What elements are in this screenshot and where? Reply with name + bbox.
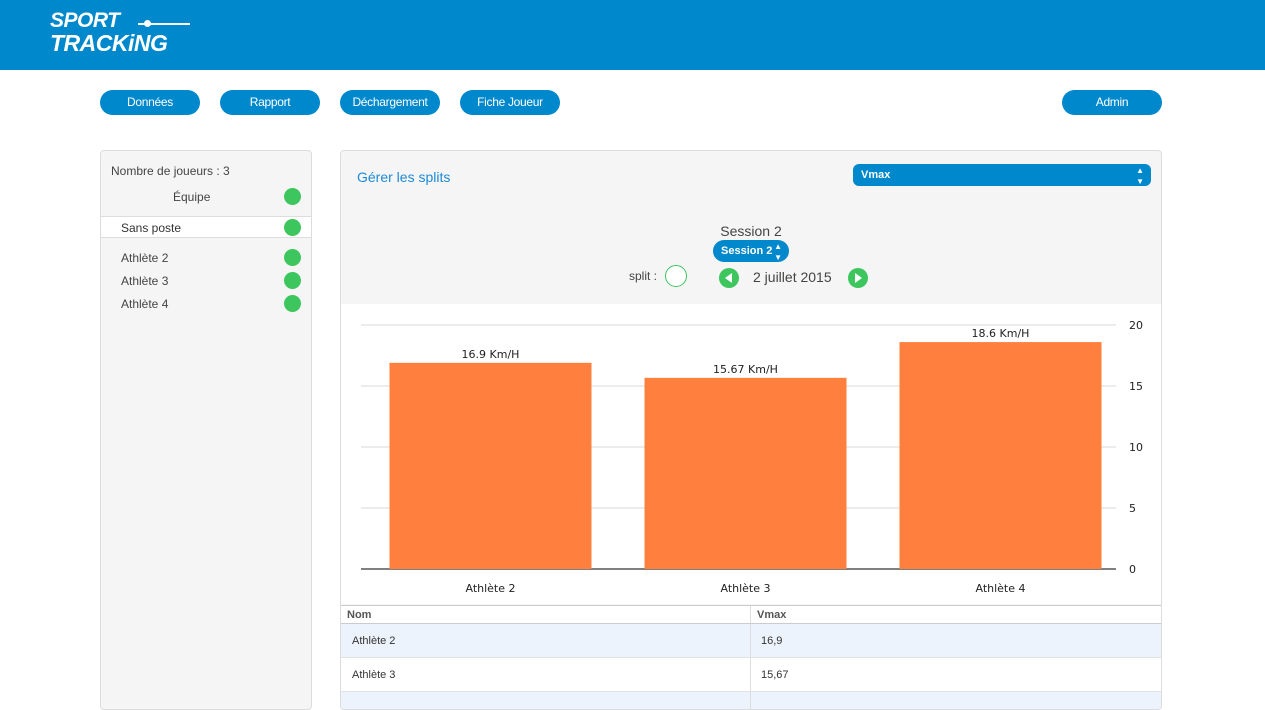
vmax-bar-chart: 0 5 10 15 20 16.9 Km/H Athlète 2 15.67 Km/H Athl…: [341, 304, 1161, 604]
bar[interactable]: [644, 377, 847, 569]
dechargement-button[interactable]: Déchargement: [340, 90, 440, 115]
session-title: Session 2: [720, 223, 782, 239]
table-row[interactable]: Athlète 3 15,67: [341, 658, 1161, 692]
logo-decoration-dot: [144, 20, 151, 27]
top-bar: SPORT TRACKiNG: [0, 0, 1265, 70]
team-label[interactable]: Équipe: [173, 190, 211, 204]
main-panel: Gérer les splits Vmax ▲ ▼ Session 2 Sessi…: [340, 150, 1162, 710]
session-select-value: Session 2: [721, 245, 773, 257]
table-row[interactable]: [341, 692, 1161, 709]
column-divider: [750, 658, 751, 691]
y-tick-label: 10: [1129, 441, 1143, 454]
group-label: Sans poste: [121, 221, 182, 235]
players-sidebar: Nombre de joueurs : 3 Équipe Sans poste …: [100, 150, 312, 710]
x-tick-label: Athlète 2: [465, 582, 515, 595]
team-status-dot[interactable]: [284, 188, 301, 205]
metric-select-value: Vmax: [861, 169, 891, 181]
split-label: split :: [629, 269, 658, 283]
logo-decoration-line: [138, 23, 190, 25]
bar[interactable]: [389, 362, 592, 569]
table-cell-nom: Athlète 2: [352, 635, 396, 647]
select-arrows-icon: ▲ ▼: [774, 242, 782, 262]
y-tick-label: 5: [1129, 502, 1136, 515]
column-divider: [750, 692, 751, 709]
table-row[interactable]: Athlète 2 16,9: [341, 624, 1161, 658]
table-header: Nom Vmax: [341, 605, 1161, 624]
rapport-button[interactable]: Rapport: [220, 90, 320, 115]
x-tick-label: Athlète 3: [720, 582, 770, 595]
next-date-button[interactable]: [848, 268, 868, 288]
column-header-nom[interactable]: Nom: [347, 609, 372, 621]
split-toggle[interactable]: [665, 265, 687, 287]
fiche-joueur-button[interactable]: Fiche Joueur: [460, 90, 560, 115]
arrow-right-icon: [855, 273, 862, 283]
athlete-2-status-dot[interactable]: [284, 249, 301, 266]
logo-line-2: TRACKiNG: [50, 30, 168, 56]
y-tick-label: 15: [1129, 380, 1143, 393]
athlete-3-status-dot[interactable]: [284, 272, 301, 289]
group-header-sans-poste[interactable]: Sans poste: [101, 216, 311, 238]
group-status-dot[interactable]: [284, 219, 301, 236]
sidebar-item-athlete-3[interactable]: Athlète 3: [121, 274, 169, 288]
session-date: 2 juillet 2015: [753, 269, 832, 285]
x-tick-label: Athlète 4: [975, 582, 1025, 595]
select-arrows-icon: ▲ ▼: [1136, 166, 1144, 186]
previous-date-button[interactable]: [719, 268, 739, 288]
sidebar-item-athlete-2[interactable]: Athlète 2: [121, 251, 169, 265]
admin-button[interactable]: Admin: [1062, 90, 1162, 115]
y-tick-label: 20: [1129, 319, 1143, 332]
arrow-left-icon: [725, 273, 732, 283]
metric-select[interactable]: Vmax ▲ ▼: [853, 164, 1151, 186]
results-table: Nom Vmax Athlète 2 16,9 Athlète 3 15,67: [341, 605, 1161, 709]
athlete-4-status-dot[interactable]: [284, 295, 301, 312]
sidebar-item-athlete-4[interactable]: Athlète 4: [121, 297, 169, 311]
manage-splits-link[interactable]: Gérer les splits: [357, 169, 451, 185]
table-cell-vmax: 16,9: [761, 635, 783, 647]
table-cell-vmax: 15,67: [761, 669, 789, 681]
bar-data-label: 16.9 Km/H: [462, 348, 520, 361]
logo-line-1: SPORT: [50, 9, 120, 32]
sport-tracking-logo[interactable]: SPORT TRACKiNG: [50, 10, 195, 56]
bar-data-label: 15.67 Km/H: [713, 363, 778, 376]
column-header-vmax[interactable]: Vmax: [757, 609, 787, 621]
donnees-button[interactable]: Données: [100, 90, 200, 115]
bar[interactable]: [899, 342, 1102, 569]
session-select[interactable]: Session 2 ▲ ▼: [713, 240, 789, 262]
table-cell-nom: Athlète 3: [352, 669, 396, 681]
player-count: Nombre de joueurs : 3: [111, 164, 230, 178]
column-divider: [750, 606, 751, 623]
bar-data-label: 18.6 Km/H: [972, 327, 1030, 340]
y-tick-label: 0: [1129, 563, 1136, 576]
column-divider: [750, 624, 751, 657]
